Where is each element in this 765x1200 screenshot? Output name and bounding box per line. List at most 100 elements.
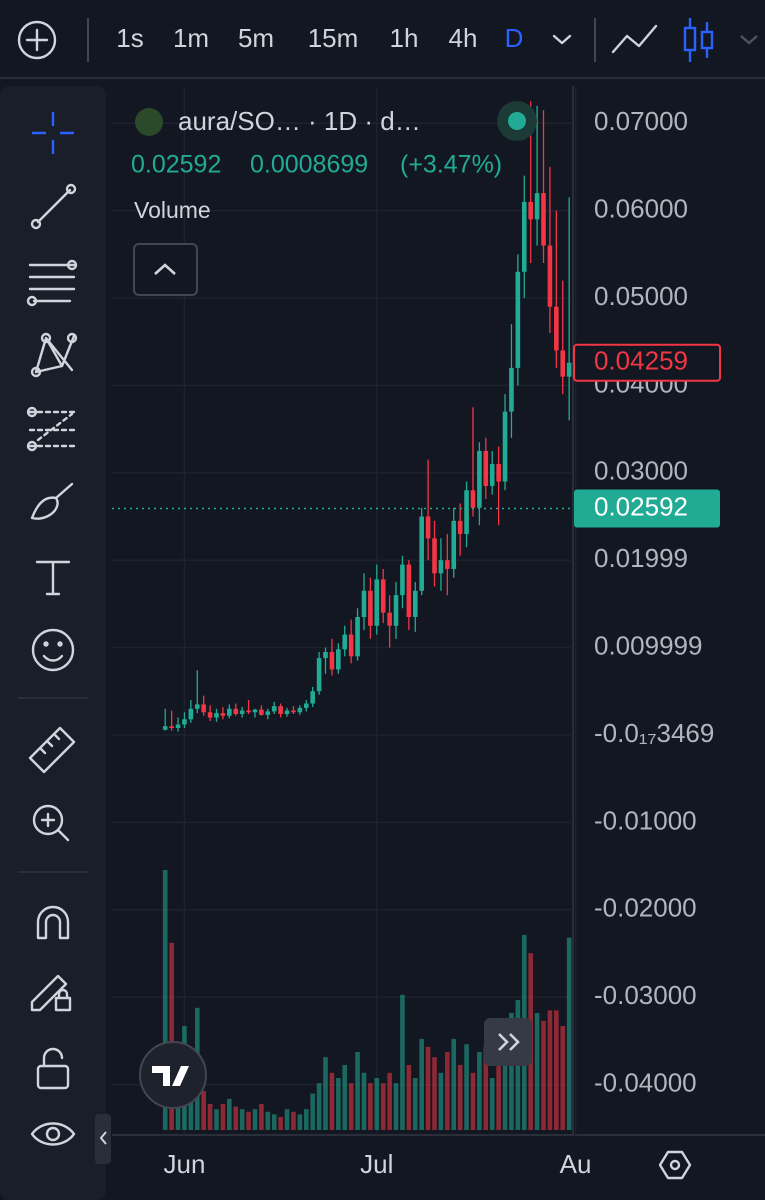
candle-body — [534, 193, 540, 220]
volume-legend: Volume — [134, 197, 211, 223]
candle-body — [265, 711, 271, 715]
magnet-tool[interactable] — [36, 905, 70, 940]
candle-body — [470, 490, 476, 508]
y-tick-label: -0.04000 — [594, 1067, 697, 1097]
line-style-button[interactable] — [611, 24, 658, 54]
volume-bar — [534, 1013, 540, 1130]
y-tick-label: -0.0₁₇3469 — [594, 718, 714, 748]
visibility-tool[interactable] — [30, 1122, 76, 1146]
candle-body — [162, 726, 168, 730]
y-tick-label: 0.06000 — [594, 193, 688, 223]
x-tick-label: Jun — [163, 1149, 205, 1179]
x-tick-label: Au — [560, 1149, 592, 1179]
candle-body — [303, 703, 309, 708]
style-dropdown[interactable] — [740, 35, 758, 45]
tradingview-logo[interactable] — [139, 1041, 207, 1109]
sidebar-toggle-arrow — [99, 1131, 107, 1145]
price-label: 0.02592 — [594, 491, 688, 521]
interval[interactable]: 1m — [173, 23, 209, 53]
candle-body — [278, 706, 283, 715]
trend-line-tool[interactable] — [30, 183, 77, 230]
candle-body — [233, 708, 239, 715]
volume-bar — [348, 1083, 354, 1130]
interval[interactable]: 5m — [238, 23, 274, 53]
collapse-arrow — [154, 263, 176, 275]
volume-bar — [310, 1093, 315, 1130]
volume-bar — [271, 1114, 277, 1130]
volume-bar — [438, 1072, 444, 1130]
volume-bar — [220, 1104, 226, 1130]
candle-body — [342, 634, 348, 650]
candle-body — [400, 564, 405, 596]
candle-body — [252, 709, 258, 713]
interval[interactable]: 4h — [449, 23, 478, 53]
volume-bar — [400, 994, 405, 1130]
brush-tool[interactable] — [30, 482, 74, 520]
zoom-tool[interactable] — [32, 804, 70, 842]
volume-bar — [214, 1109, 219, 1130]
volume-bar — [265, 1111, 271, 1130]
candle-body — [451, 520, 457, 569]
settings-button[interactable] — [658, 1150, 692, 1180]
y-tick-label: 0.05000 — [594, 281, 688, 311]
candle-body — [515, 271, 521, 368]
volume-bar — [316, 1083, 322, 1130]
volume-bar — [342, 1065, 348, 1130]
candle-body — [464, 490, 469, 534]
symbol-logo — [135, 108, 163, 136]
volume-bar — [291, 1111, 296, 1130]
volume-bar — [509, 1013, 514, 1130]
volume-bar — [323, 1057, 328, 1130]
volume-bar — [560, 1026, 566, 1130]
market-status — [508, 112, 526, 130]
candle-body — [387, 612, 392, 626]
volume-bar — [406, 1065, 412, 1130]
scroll-arrows — [498, 1033, 520, 1051]
candle-body — [297, 707, 303, 713]
volume-bar — [457, 1065, 463, 1130]
interval-dropdown[interactable] — [552, 34, 572, 45]
candle-body — [182, 719, 187, 725]
volume-bar — [368, 1083, 373, 1130]
candle-body — [457, 520, 463, 534]
candle-body — [380, 579, 386, 613]
pattern-tool[interactable] — [30, 332, 78, 378]
candle-body — [316, 658, 322, 692]
candle-body — [393, 595, 399, 626]
volume-bar — [464, 1044, 469, 1130]
candle-body — [284, 710, 290, 715]
candle-body — [368, 590, 373, 626]
candle-body — [477, 450, 482, 508]
settings-center — [669, 1159, 681, 1171]
symbol-title[interactable]: aura/SO… · 1D · d… — [178, 106, 421, 136]
emoji-tool[interactable] — [31, 628, 75, 672]
interval[interactable]: 1h — [390, 23, 419, 53]
volume-bar — [483, 1046, 489, 1130]
ruler-tool[interactable] — [28, 726, 76, 774]
volume-bar — [169, 942, 174, 1130]
candle-body — [438, 560, 444, 574]
interval[interactable]: 1s — [116, 23, 143, 53]
volume-bar — [297, 1114, 303, 1130]
legend-change: 0.0008699 — [250, 151, 368, 179]
collapse-legend[interactable] — [133, 243, 198, 296]
lock-drawings-tool[interactable] — [30, 974, 72, 1012]
candle-body — [483, 450, 489, 486]
volume-bar — [477, 1052, 482, 1130]
projection-tool[interactable] — [26, 406, 76, 452]
text-tool[interactable] — [35, 560, 71, 596]
y-tick-label: -0.02000 — [594, 893, 697, 923]
lock-tool[interactable] — [36, 1047, 70, 1090]
candle-style-button[interactable] — [683, 18, 714, 62]
interval[interactable]: 15m — [308, 23, 359, 53]
fib-tool[interactable] — [26, 259, 78, 307]
candle-body — [425, 516, 431, 539]
volume-bar — [284, 1109, 290, 1130]
add-button[interactable] — [17, 20, 57, 60]
volume-bar — [451, 1039, 457, 1130]
y-tick-label: -0.01000 — [594, 805, 697, 835]
candle-body — [194, 704, 200, 709]
y-tick-label: -0.03000 — [594, 980, 697, 1010]
interval-active[interactable]: D — [505, 23, 524, 53]
crosshair-tool[interactable] — [32, 112, 74, 154]
